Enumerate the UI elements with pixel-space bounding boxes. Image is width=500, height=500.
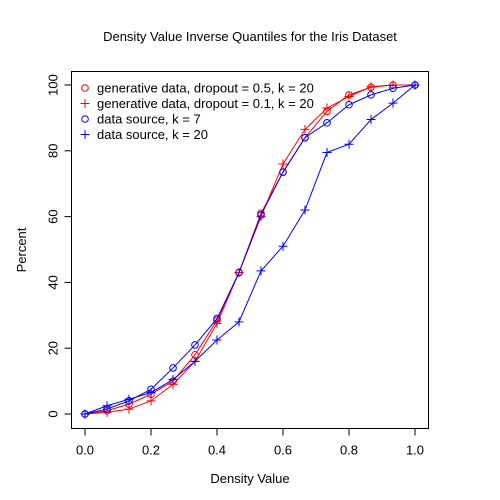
- legend-marker: [80, 130, 90, 139]
- data-point: [410, 80, 420, 90]
- data-point: [278, 159, 288, 169]
- data-point: [366, 82, 376, 92]
- x-axis: 0.0 0.2 0.4 0.6 0.8 1.0: [76, 428, 424, 458]
- data-point: [388, 98, 398, 108]
- series-line: [84, 84, 416, 415]
- data-point: [256, 266, 266, 276]
- data-point: [235, 268, 243, 277]
- legend-item: data source, k = 7: [81, 112, 201, 127]
- data-point: [146, 396, 156, 406]
- data-point: [212, 335, 222, 345]
- y-axis: 0 20 40 60 80 100: [46, 74, 72, 418]
- data-point: [212, 319, 222, 329]
- x-tick-label: 0.2: [142, 443, 160, 458]
- y-tick-label: 100: [46, 74, 61, 96]
- series-line: [84, 84, 416, 415]
- data-point: [344, 92, 354, 102]
- x-tick-label: 0.6: [274, 443, 292, 458]
- data-point: [102, 401, 112, 411]
- legend-item: generative data, dropout = 0.5, k = 20: [81, 81, 314, 96]
- data-point: [278, 241, 288, 251]
- data-point: [168, 374, 178, 384]
- x-tick-label: 0.0: [76, 443, 94, 458]
- legend-item: generative data, dropout = 0.1, k = 20: [80, 96, 314, 111]
- legend-marker: [81, 115, 89, 123]
- data-point: [124, 404, 134, 414]
- data-point: [300, 205, 310, 215]
- data-point: [300, 124, 310, 134]
- data-point: [169, 364, 177, 372]
- legend-marker: [80, 99, 90, 108]
- data-point: [322, 147, 332, 157]
- plot-area: [71, 71, 429, 429]
- data-point: [301, 133, 309, 142]
- data-point: [367, 91, 375, 99]
- data-point: [389, 84, 397, 93]
- data-point: [80, 409, 90, 419]
- data-point: [322, 103, 332, 113]
- chart-title: Density Value Inverse Quantiles for the …: [103, 29, 397, 44]
- data-point: [191, 341, 199, 349]
- y-tick-label: 40: [46, 275, 61, 289]
- data-point: [323, 119, 331, 127]
- y-tick-label: 20: [46, 341, 61, 355]
- x-tick-label: 1.0: [406, 443, 424, 458]
- x-axis-label: Density Value: [210, 471, 289, 486]
- x-tick-label: 0.4: [208, 443, 226, 458]
- legend-marker: [81, 84, 89, 92]
- data-point: [344, 139, 354, 149]
- y-tick-label: 0: [46, 410, 61, 417]
- legend-item: data source, k = 20: [80, 127, 208, 142]
- data-point: [213, 314, 221, 323]
- x-tick-label: 0.8: [340, 443, 358, 458]
- data-point: [190, 356, 200, 366]
- series-4: [80, 80, 420, 419]
- data-point: [234, 317, 244, 327]
- data-point: [257, 211, 265, 219]
- y-tick-label: 60: [46, 209, 61, 223]
- y-axis-label: Percent: [14, 227, 29, 272]
- legend: generative data, dropout = 0.5, k = 20ge…: [80, 81, 314, 142]
- data-point: [279, 168, 287, 176]
- series-layer: [80, 80, 420, 419]
- data-point: [345, 100, 353, 109]
- legend-label: data source, k = 20: [97, 127, 208, 142]
- data-point: [146, 388, 156, 398]
- y-tick-label: 80: [46, 144, 61, 158]
- legend-label: generative data, dropout = 0.5, k = 20: [97, 81, 314, 96]
- data-point: [366, 115, 376, 125]
- data-point: [124, 394, 134, 404]
- legend-label: generative data, dropout = 0.1, k = 20: [97, 96, 314, 111]
- legend-label: data source, k = 7: [97, 112, 201, 127]
